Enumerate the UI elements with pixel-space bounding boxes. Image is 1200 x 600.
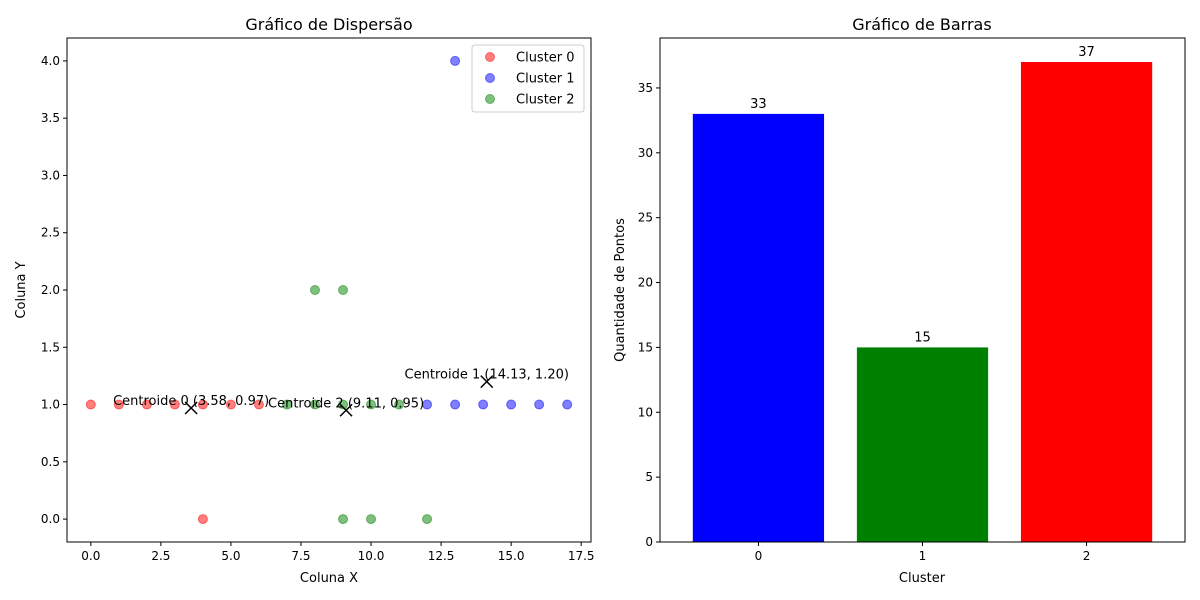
scatter-points bbox=[85, 55, 573, 525]
point-cluster-0 bbox=[85, 399, 96, 410]
point-cluster-2 bbox=[281, 399, 292, 410]
legend-marker-cluster-1 bbox=[485, 73, 495, 83]
bar-y-tick-label: 10 bbox=[638, 405, 653, 419]
scatter-x-ticks: 0.0 2.5 5.0 7.5 10.0 12.5 15.0 17.5 bbox=[81, 542, 595, 563]
bar-value-label: 33 bbox=[750, 97, 767, 112]
bar-x-ticks: 0 1 2 bbox=[755, 542, 1091, 563]
point-cluster-2 bbox=[422, 514, 433, 525]
point-cluster-2 bbox=[338, 399, 349, 410]
scatter-y-tick-label: 3.5 bbox=[41, 111, 60, 125]
bars: 33 15 37 bbox=[692, 45, 1153, 542]
scatter-title: Gráfico de Dispersão bbox=[245, 15, 412, 34]
bar-x-tick-label: 0 bbox=[755, 549, 763, 563]
centroid-label-1: Centroide 1 (14.13, 1.20) bbox=[405, 368, 569, 383]
legend-label-cluster-1: Cluster 1 bbox=[516, 72, 575, 87]
bar-y-tick-label: 5 bbox=[645, 470, 653, 484]
point-cluster-1 bbox=[506, 399, 517, 410]
scatter-y-tick-label: 4.0 bbox=[41, 54, 60, 68]
legend-label-cluster-0: Cluster 0 bbox=[516, 51, 575, 66]
bar-y-tick-label: 20 bbox=[638, 276, 653, 290]
scatter-y-tick-label: 3.0 bbox=[41, 168, 60, 182]
centroid-marker-1 bbox=[480, 375, 494, 389]
point-cluster-0 bbox=[225, 399, 236, 410]
point-cluster-2 bbox=[309, 285, 320, 295]
scatter-y-tick-label: 1.5 bbox=[41, 340, 60, 354]
point-cluster-0 bbox=[197, 514, 208, 525]
scatter-x-tick-label: 7.5 bbox=[291, 549, 310, 563]
legend: Cluster 0 Cluster 1 Cluster 2 bbox=[471, 44, 585, 113]
bar-cluster-2 bbox=[1020, 62, 1153, 542]
legend-marker-cluster-2 bbox=[485, 94, 495, 104]
centroids: Centroide 0 (3.58, 0.97) Centroide 1 (14.… bbox=[113, 368, 569, 417]
scatter-y-axis-label: Coluna Y bbox=[14, 261, 29, 318]
scatter-chart: Gráfico de Dispersão Centroide 0 (3.58, … bbox=[14, 15, 595, 586]
scatter-x-tick-label: 10.0 bbox=[358, 549, 385, 563]
point-cluster-2 bbox=[394, 399, 405, 410]
point-cluster-0 bbox=[141, 399, 152, 410]
point-cluster-0 bbox=[113, 399, 124, 410]
centroid-label-0: Centroide 0 (3.58, 0.97) bbox=[113, 394, 269, 409]
bar-y-tick-label: 25 bbox=[638, 211, 653, 225]
point-cluster-1 bbox=[422, 399, 433, 410]
legend-marker-cluster-0 bbox=[485, 52, 495, 62]
scatter-y-tick-label: 2.0 bbox=[41, 283, 60, 297]
scatter-x-tick-label: 0.0 bbox=[81, 549, 100, 563]
bar-y-tick-label: 35 bbox=[638, 81, 653, 95]
scatter-y-tick-label: 2.5 bbox=[41, 226, 60, 240]
point-cluster-2 bbox=[338, 514, 349, 525]
bar-title: Gráfico de Barras bbox=[852, 15, 991, 34]
centroid-marker-0 bbox=[184, 401, 198, 415]
centroid-marker-2 bbox=[339, 403, 353, 417]
point-cluster-0 bbox=[253, 399, 264, 410]
scatter-x-tick-label: 5.0 bbox=[221, 549, 240, 563]
legend-box bbox=[471, 44, 585, 113]
point-cluster-2 bbox=[309, 399, 320, 410]
point-cluster-0 bbox=[169, 399, 180, 410]
bar-cluster-1 bbox=[856, 347, 989, 542]
scatter-y-ticks: 0.0 0.5 1.0 1.5 2.0 2.5 3.0 3.5 4.0 bbox=[41, 54, 67, 526]
bar-chart: Gráfico de Barras 33 15 37 0 1 2 0 5 10 15 20 25 3… bbox=[613, 15, 1186, 586]
scatter-x-tick-label: 12.5 bbox=[428, 549, 455, 563]
point-cluster-2 bbox=[366, 399, 377, 410]
scatter-x-tick-label: 2.5 bbox=[151, 549, 170, 563]
bar-x-tick-label: 1 bbox=[919, 549, 927, 563]
bar-value-label: 37 bbox=[1078, 45, 1095, 60]
bar-cluster-0 bbox=[692, 113, 825, 542]
point-cluster-1 bbox=[450, 55, 461, 66]
bar-y-tick-label: 15 bbox=[638, 340, 653, 354]
bar-y-axis-label: Quantidade de Pontos bbox=[613, 218, 628, 362]
point-cluster-1 bbox=[534, 399, 545, 410]
scatter-y-tick-label: 0.0 bbox=[41, 512, 60, 526]
centroid-label-2: Centroide 2 (9.11, 0.95) bbox=[268, 396, 424, 411]
scatter-y-tick-label: 0.5 bbox=[41, 455, 60, 469]
point-cluster-2 bbox=[338, 285, 349, 295]
bar-x-tick-label: 2 bbox=[1083, 549, 1091, 563]
scatter-x-tick-label: 15.0 bbox=[498, 549, 525, 563]
bar-y-ticks: 0 5 10 15 20 25 30 35 bbox=[638, 81, 660, 549]
scatter-x-axis-label: Coluna X bbox=[300, 571, 358, 586]
bar-value-label: 15 bbox=[914, 330, 931, 345]
scatter-plot-frame bbox=[66, 37, 592, 543]
scatter-x-tick-label: 17.5 bbox=[568, 549, 595, 563]
point-cluster-1 bbox=[562, 399, 573, 410]
legend-label-cluster-2: Cluster 2 bbox=[516, 93, 575, 108]
point-cluster-1 bbox=[478, 399, 489, 410]
bar-y-tick-label: 0 bbox=[645, 535, 653, 549]
point-cluster-0 bbox=[197, 399, 208, 410]
point-cluster-2 bbox=[366, 514, 377, 525]
bar-x-axis-label: Cluster bbox=[899, 571, 946, 586]
scatter-y-tick-label: 1.0 bbox=[41, 398, 60, 412]
bar-y-tick-label: 30 bbox=[638, 146, 653, 160]
point-cluster-1 bbox=[450, 399, 461, 410]
